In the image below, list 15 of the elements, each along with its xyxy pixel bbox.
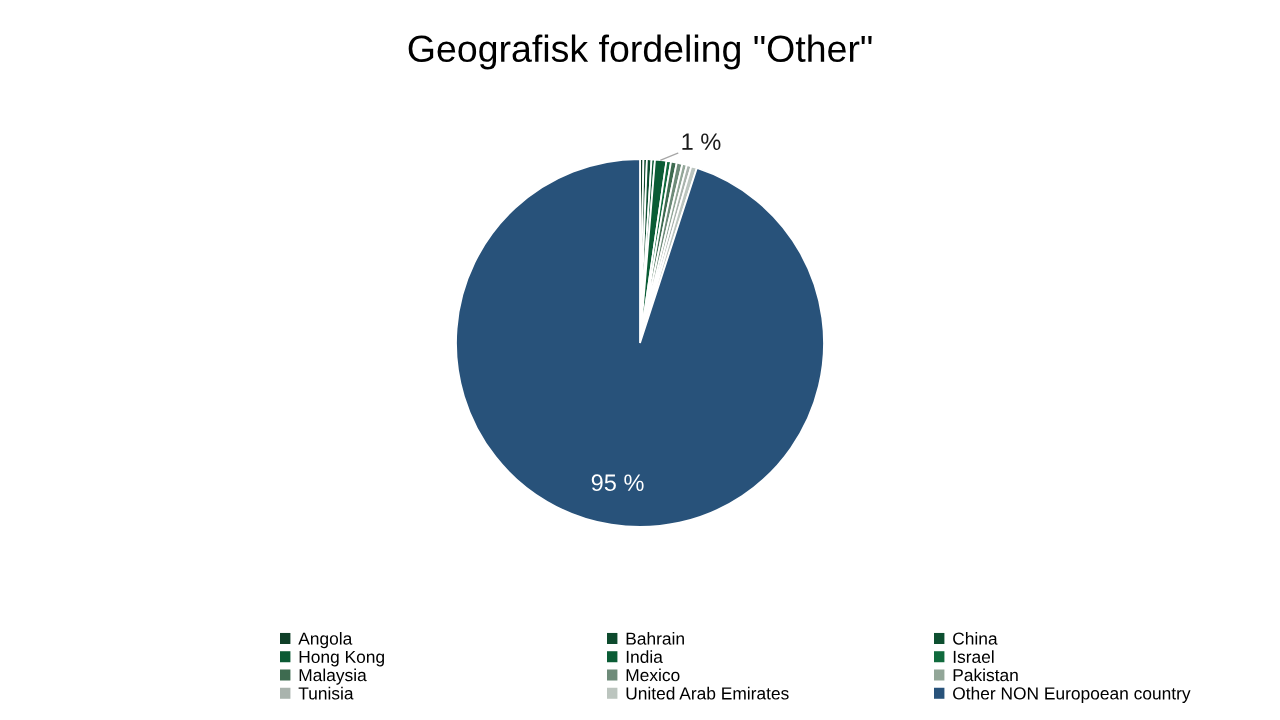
legend-label: Other NON Europoean country (953, 686, 1191, 703)
legend-label: Israel (953, 650, 994, 664)
chart-title: Geografisk fordeling "Other" (408, 34, 872, 70)
legend-label: Angola (298, 632, 353, 649)
data-label: 1 % (682, 133, 721, 150)
legend-label: Tunisia (298, 686, 354, 700)
legend-label: Bahrain (626, 632, 684, 645)
legend-label: Malaysia (299, 668, 367, 685)
legend-label: China (953, 632, 998, 645)
legend-label: Pakistan (953, 668, 1018, 682)
legend-label: United Arab Emirates (626, 686, 789, 700)
legend-label: Mexico (626, 668, 680, 682)
legend-label: India (626, 650, 663, 664)
data-label: 95 % (591, 474, 644, 492)
legend-label: Hong Kong (299, 650, 384, 667)
